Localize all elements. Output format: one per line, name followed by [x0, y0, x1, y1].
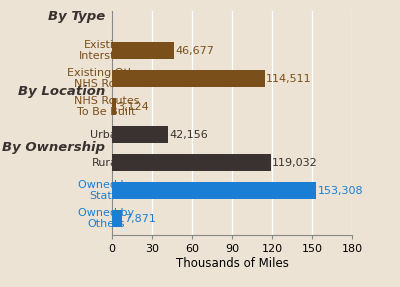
Text: 46,677: 46,677: [176, 46, 214, 56]
Text: By Type: By Type: [48, 10, 105, 23]
Bar: [112, 126, 168, 143]
Bar: [112, 42, 174, 59]
Text: By Location: By Location: [18, 85, 105, 98]
Bar: [112, 182, 316, 199]
Bar: [112, 210, 122, 227]
Bar: [112, 154, 271, 171]
X-axis label: Thousands of Miles: Thousands of Miles: [176, 257, 288, 270]
Bar: [112, 70, 265, 87]
Text: 119,032: 119,032: [272, 158, 318, 168]
Text: 114,511: 114,511: [266, 74, 312, 84]
Bar: [112, 98, 116, 115]
Text: 153,308: 153,308: [318, 186, 363, 195]
Text: 3,124: 3,124: [118, 102, 149, 112]
Text: 42,156: 42,156: [170, 130, 208, 139]
Text: 7,871: 7,871: [124, 214, 156, 224]
Text: By Ownership: By Ownership: [2, 141, 105, 154]
